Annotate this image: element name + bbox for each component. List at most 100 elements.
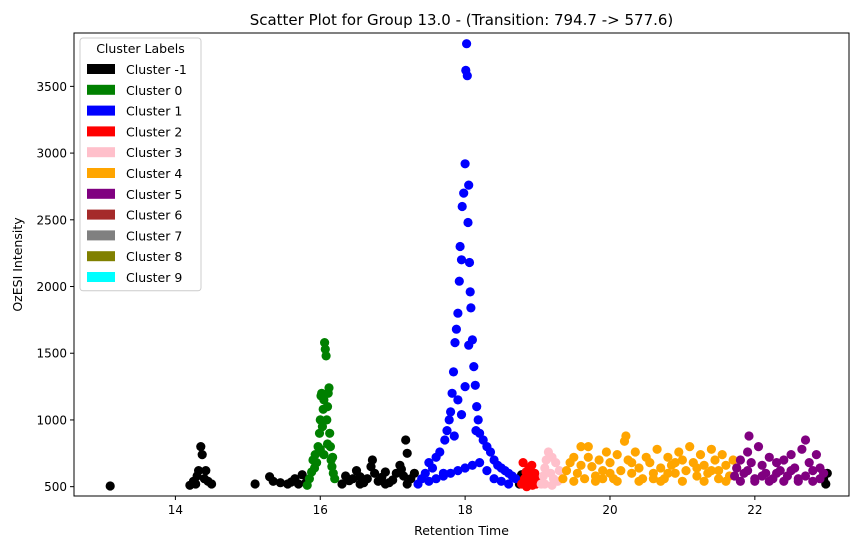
point-series-5-45 [717,450,727,460]
point-series-1-31 [328,452,338,462]
legend-swatch-4 [87,147,115,158]
point-series-2-6 [435,447,445,457]
point-series-0-21 [293,479,304,489]
y-axis: 500 1000 1500 2000 2500 3000 3500 [36,80,74,494]
legend-label-9: Cluster 8 [126,249,182,264]
legend-swatch-3 [87,126,115,137]
point-series-6-36 [786,466,796,476]
plot-frame [73,32,850,497]
point-series-2-39 [485,447,496,457]
point-series-2-53 [467,460,477,470]
legend-swatch-8 [87,230,115,241]
point-series-5-30 [663,452,673,462]
point-series-3-13 [527,480,538,490]
point-series-0-43 [402,448,412,458]
point-series-0-48 [402,479,412,489]
point-series-0-11 [191,479,201,489]
point-series-2-57 [496,476,506,486]
point-series-5-50 [569,476,579,486]
point-series-2-62 [464,340,474,350]
chart-title: Scatter Plot for Group 13.0 - (Transitio… [250,11,674,29]
point-series-0-31 [367,455,377,465]
y-tick-label-5: 3000 [36,147,67,161]
point-series-5-52 [612,476,622,486]
point-series-5-67 [663,468,673,478]
point-series-1-21 [325,428,335,438]
point-series-5-7 [583,442,593,452]
point-series-2-52 [460,463,470,473]
legend-swatch-1 [87,84,115,95]
point-series-2-15 [451,324,461,334]
point-series-5-4 [572,468,583,478]
point-series-4-11 [540,479,550,489]
point-series-0-0 [105,481,115,491]
legend-label-5: Cluster 4 [126,166,182,181]
point-series-2-25 [462,71,472,81]
point-series-0-10 [207,479,217,489]
point-series-0-41 [399,471,409,481]
point-series-2-35 [473,415,483,425]
point-series-2-58 [504,479,514,489]
point-series-2-59 [456,410,467,420]
point-series-2-27 [464,180,474,190]
point-series-5-34 [677,455,688,465]
point-series-2-10 [444,415,454,425]
point-series-5-33 [674,447,684,457]
point-series-2-21 [459,188,469,198]
point-series-2-64 [471,426,481,436]
legend: Cluster Labels Cluster -1 Cluster 0 Cluster… [79,37,202,292]
point-series-6-28 [750,476,760,486]
x-tick-label-3: 20 [602,503,617,517]
point-series-6-32 [808,476,818,486]
point-series-6-20 [797,444,807,454]
point-series-0-54 [821,479,831,489]
point-series-5-1 [561,466,572,476]
point-series-2-14 [450,338,460,348]
point-series-5-35 [681,466,691,476]
legend-box [79,37,202,292]
point-series-5-42 [706,444,717,454]
point-series-1-17 [322,415,332,425]
point-series-0-5 [196,442,206,452]
point-series-4-1 [538,471,548,481]
point-series-5-56 [699,476,709,486]
point-series-0-46 [355,479,365,489]
point-series-2-55 [482,466,492,476]
x-tick-label-2: 18 [457,503,472,517]
point-series-6-0 [730,471,740,481]
point-series-5-44 [714,466,724,476]
point-series-2-26 [463,217,473,228]
point-series-5-12 [601,447,612,457]
legend-label-8: Cluster 7 [126,228,182,243]
legend-swatch-6 [87,188,115,199]
point-series-1-26 [330,474,340,484]
y-tick-label-0: 500 [44,480,67,494]
legend-label-10: Cluster 9 [126,270,182,285]
point-series-2-12 [447,388,457,398]
point-series-5-21 [630,447,640,457]
point-series-6-27 [735,476,746,486]
point-series-6-30 [779,476,789,486]
x-axis-label: Retention Time [414,523,509,538]
legend-title: Cluster Labels [96,41,185,56]
point-series-0-14 [268,476,278,486]
point-series-5-8 [587,462,597,472]
point-series-5-53 [634,476,644,486]
x-tick-label-0: 14 [168,503,183,517]
legend-swatch-10 [87,272,115,282]
point-series-4-8 [551,458,561,468]
point-series-0-32 [370,468,380,478]
point-series-5-39 [695,450,706,460]
y-tick-label-4: 2500 [36,213,67,227]
point-series-2-47 [424,476,434,486]
point-series-2-56 [489,474,499,484]
point-series-5-5 [576,442,586,452]
point-series-6-4 [743,447,753,457]
scatter-points [105,39,832,492]
x-tick-label-1: 16 [313,503,328,517]
point-series-5-15 [612,450,622,460]
point-series-6-24 [811,450,822,460]
point-series-4-2 [540,463,550,473]
point-series-6-34 [757,471,767,481]
